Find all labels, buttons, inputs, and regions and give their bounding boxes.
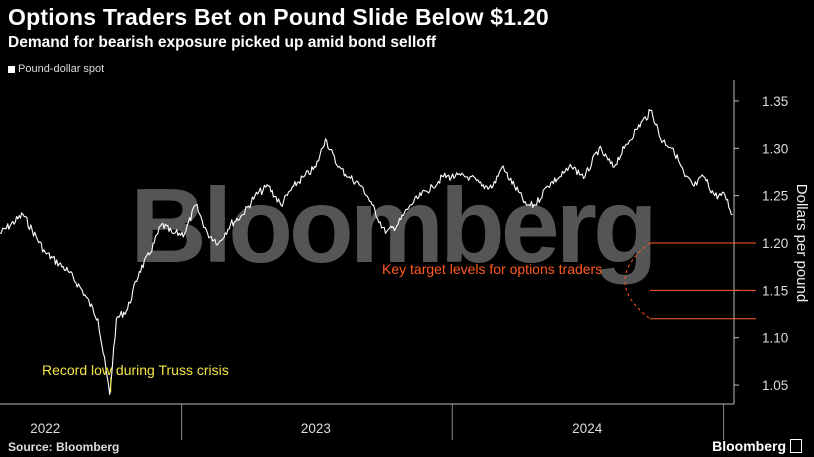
- brand-logo: Bloomberg: [712, 438, 802, 454]
- annotation-record-low: Record low during Truss crisis: [42, 362, 229, 378]
- y-tick-label: 1.30: [762, 141, 788, 156]
- y-tick-label: 1.05: [762, 378, 788, 393]
- x-tick-label: 2023: [301, 421, 331, 436]
- annotation-target-levels: Key target levels for options traders: [382, 261, 602, 277]
- y-tick-label: 1.15: [762, 283, 788, 298]
- x-tick-label: 2024: [572, 421, 603, 436]
- brand-text: Bloomberg: [712, 438, 786, 454]
- target-levels-bracket: [624, 242, 651, 320]
- y-tick-label: 1.35: [762, 94, 788, 109]
- chart-title: Options Traders Bet on Pound Slide Below…: [8, 4, 549, 30]
- source-note: Source: Bloomberg: [8, 440, 120, 454]
- x-tick-label: 2022: [30, 421, 60, 436]
- chart-icon: [790, 439, 802, 453]
- y-tick-label: 1.20: [762, 236, 788, 251]
- watermark: Bloomberg: [130, 167, 653, 285]
- y-tick-label: 1.25: [762, 189, 788, 204]
- y-axis-label: Dollars per pound: [793, 184, 810, 302]
- chart-subtitle: Demand for bearish exposure picked up am…: [8, 34, 437, 51]
- legend-label: Pound-dollar spot: [18, 63, 105, 75]
- legend: Pound-dollar spot: [8, 63, 104, 75]
- legend-swatch: [8, 65, 15, 73]
- y-tick-label: 1.10: [762, 331, 788, 346]
- series-line: [0, 109, 733, 396]
